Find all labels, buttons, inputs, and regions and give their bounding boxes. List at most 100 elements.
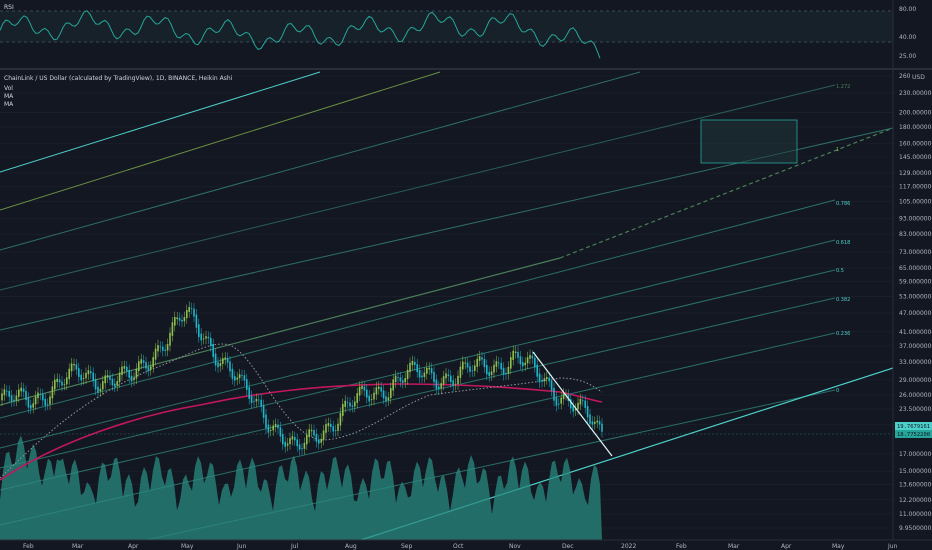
candle-body bbox=[116, 381, 118, 386]
fib-label: 0.5 bbox=[836, 268, 844, 274]
candle-body bbox=[414, 362, 416, 365]
candle-body bbox=[529, 354, 531, 359]
candle-body bbox=[243, 375, 246, 381]
candle-body bbox=[423, 372, 426, 377]
price-tick-label: 105.0000000 bbox=[899, 199, 932, 206]
candle-body bbox=[63, 384, 66, 386]
candle-body bbox=[442, 376, 445, 385]
candle-body bbox=[70, 363, 73, 372]
downtrend-line[interactable] bbox=[532, 351, 613, 457]
candle-body bbox=[176, 317, 178, 320]
candle-body bbox=[346, 402, 349, 404]
candle-body bbox=[164, 349, 166, 351]
candle-body bbox=[490, 371, 493, 376]
candle-body bbox=[514, 351, 517, 353]
candle-body bbox=[450, 375, 452, 383]
rsi-level-label: 25.00 bbox=[899, 53, 916, 60]
candle-body bbox=[58, 379, 61, 383]
time-tick-label: Aug bbox=[345, 543, 357, 550]
candle-body bbox=[13, 399, 15, 401]
candle-body bbox=[289, 438, 291, 444]
candle-body bbox=[87, 370, 90, 375]
price-tick-label: 23.5000000 bbox=[899, 406, 932, 413]
candle-body bbox=[541, 380, 543, 382]
candle-body bbox=[279, 427, 282, 437]
legend-volume: Vol bbox=[4, 85, 13, 92]
candle-body bbox=[502, 367, 505, 375]
fib-label: 0.382 bbox=[836, 297, 850, 303]
candle-body bbox=[330, 423, 332, 427]
candle-body bbox=[339, 412, 342, 426]
time-tick-label: Nov bbox=[509, 543, 521, 550]
fib-line-0618 bbox=[0, 239, 836, 449]
candle-body bbox=[140, 359, 142, 364]
candle-body bbox=[130, 375, 133, 382]
candle-body bbox=[3, 389, 6, 396]
fib-line bbox=[0, 84, 836, 291]
price-tick-label: 13.6000000 bbox=[899, 482, 932, 489]
time-tick-label: Apr bbox=[128, 543, 139, 550]
legend-ma: MA bbox=[4, 93, 14, 100]
price-tick-label: 200.0000000 bbox=[899, 109, 932, 116]
candle-body bbox=[73, 364, 75, 366]
fib-label: 0.236 bbox=[836, 331, 850, 337]
candle-body bbox=[80, 374, 82, 381]
candle-body bbox=[483, 358, 486, 368]
fib-label: 0.786 bbox=[836, 201, 850, 207]
candle-body bbox=[409, 362, 411, 373]
candle-body bbox=[464, 362, 466, 364]
price-axis[interactable]: USD 260 230.0000000 200.0000000 180.0000000… bbox=[892, 0, 932, 540]
countdown-tag bbox=[895, 430, 932, 438]
time-tick-label: Dec bbox=[562, 543, 574, 550]
candle-body bbox=[226, 357, 229, 363]
candle-body bbox=[236, 377, 238, 380]
candle-body bbox=[385, 396, 387, 402]
candle-body bbox=[90, 371, 92, 374]
candle-body bbox=[133, 377, 135, 381]
price-tick-label: 17.0000000 bbox=[899, 451, 932, 458]
candle-body bbox=[560, 397, 562, 404]
candle-body bbox=[85, 372, 87, 379]
candle-body bbox=[154, 348, 157, 360]
candle-body bbox=[294, 437, 296, 441]
candle-body bbox=[522, 362, 524, 367]
candle-body bbox=[195, 314, 198, 328]
candle-body bbox=[421, 375, 423, 378]
candle-body bbox=[217, 362, 219, 368]
candle-body bbox=[262, 404, 265, 418]
candle-body bbox=[550, 380, 553, 391]
candle-body bbox=[114, 383, 116, 387]
fib-line bbox=[0, 71, 641, 251]
time-axis[interactable]: Feb Mar Apr May Jun Jul Aug Sep Oct Nov Dec 2022 Feb… bbox=[0, 539, 932, 550]
candle-body bbox=[22, 388, 25, 392]
candle-body bbox=[51, 386, 54, 399]
candle-body bbox=[469, 366, 471, 372]
target-zone-box[interactable] bbox=[700, 119, 798, 164]
candle-body bbox=[183, 317, 186, 322]
candle-body bbox=[476, 358, 478, 367]
fib-label: 0.618 bbox=[836, 240, 850, 246]
candle-body bbox=[394, 375, 397, 383]
candle-body bbox=[207, 336, 210, 339]
price-pane: 1.272 1 0.786 0.618 0.5 0.382 0.236 0 Ch… bbox=[0, 71, 894, 550]
candle-body bbox=[325, 424, 327, 433]
candle-body bbox=[524, 362, 526, 366]
candle-body bbox=[601, 423, 603, 432]
price-tick-label: 12.2000000 bbox=[899, 497, 932, 504]
candle-body bbox=[320, 438, 322, 443]
candle-body bbox=[49, 396, 51, 405]
volume-bars bbox=[0, 435, 602, 540]
candle-body bbox=[517, 351, 519, 358]
candle-body bbox=[440, 383, 442, 389]
candle-body bbox=[282, 434, 284, 445]
time-tick-label: May bbox=[181, 543, 194, 550]
rsi-pane: RSI 80.00 40.00 25.00 bbox=[0, 0, 916, 68]
candle-body bbox=[198, 324, 200, 338]
candle-body bbox=[382, 390, 385, 399]
candle-body bbox=[37, 392, 39, 399]
candle-body bbox=[344, 400, 346, 407]
candle-body bbox=[188, 306, 190, 312]
candle-body bbox=[342, 404, 344, 416]
candle-body bbox=[546, 377, 548, 380]
